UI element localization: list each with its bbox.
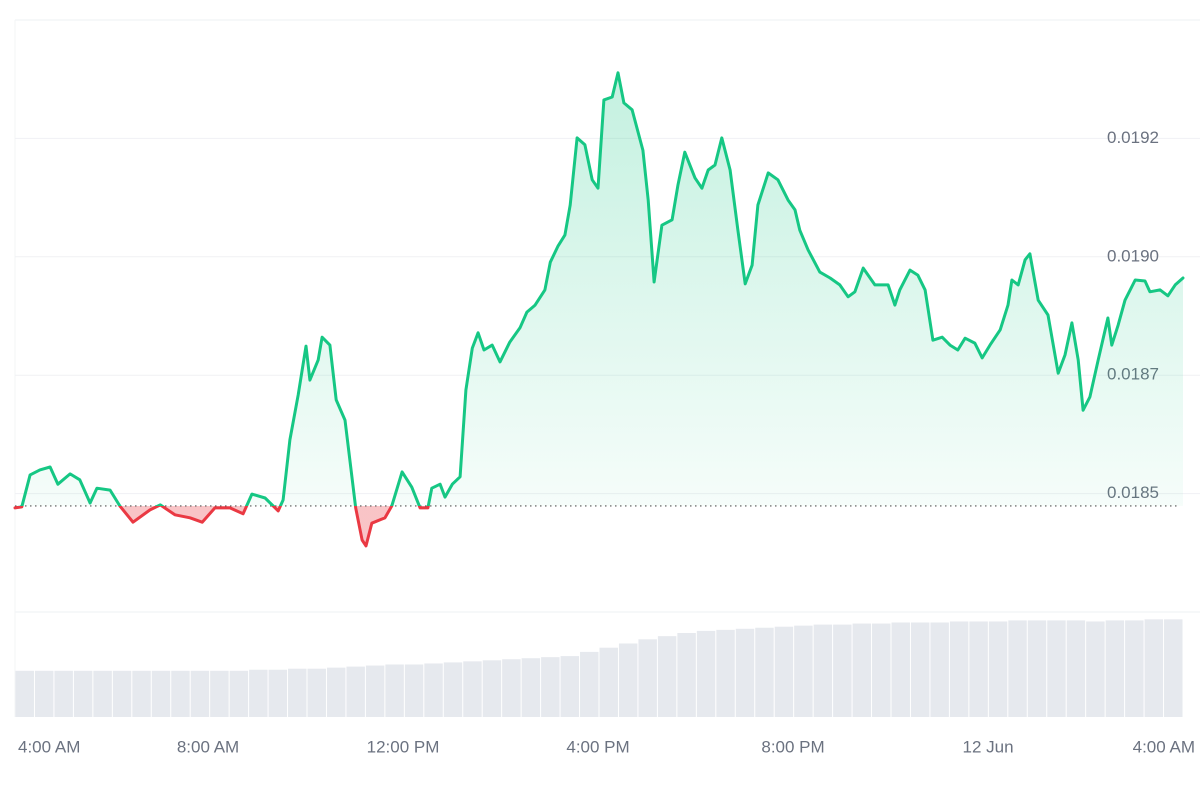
volume-bar: [288, 668, 307, 717]
volume-bar: [930, 622, 949, 717]
volume-bar: [833, 624, 852, 717]
volume-bar: [482, 660, 502, 717]
volume-bar: [404, 664, 424, 717]
volume-bar: [93, 670, 112, 717]
volume-bar: [346, 666, 365, 717]
volume-bar: [774, 626, 794, 717]
volume-bar: [1008, 620, 1027, 717]
volume-bar: [794, 625, 813, 717]
volume-bar: [424, 663, 443, 717]
volume-bar: [1086, 621, 1105, 717]
volume-bar: [735, 628, 755, 717]
volume-bar: [872, 623, 891, 717]
x-tick-label: 4:00 AM: [1133, 737, 1195, 756]
volume-bar: [443, 662, 463, 717]
volume-bar: [54, 670, 73, 717]
volume-bar: [326, 667, 346, 717]
volume-bar: [365, 665, 385, 717]
volume-bar: [463, 661, 482, 717]
volume-bar: [1047, 620, 1066, 717]
volume-bar: [1144, 619, 1164, 717]
volume-bar: [307, 668, 326, 717]
volume-bar: [988, 621, 1008, 717]
volume-bar: [541, 657, 560, 717]
volume-bar: [385, 664, 404, 717]
volume-bar: [677, 633, 696, 717]
volume-bar: [755, 627, 774, 717]
x-tick-label: 12:00 PM: [367, 737, 440, 756]
volume-bar: [599, 647, 618, 717]
volume-bar: [151, 670, 171, 717]
volume-bar: [1164, 619, 1183, 717]
volume-bar: [1066, 620, 1086, 717]
volume-bar: [891, 622, 910, 717]
x-tick-label: 4:00 AM: [18, 737, 80, 756]
volume-bar: [73, 670, 93, 717]
volume-bar: [657, 636, 677, 717]
x-tick-label: 4:00 PM: [566, 737, 629, 756]
volume-bar: [502, 659, 521, 717]
volume-bar: [949, 621, 969, 717]
volume-bar: [1125, 620, 1144, 717]
volume-bar: [112, 670, 132, 717]
volume-bar: [268, 669, 288, 717]
volume-bar: [34, 670, 54, 717]
volume-bar: [618, 643, 638, 717]
volume-bar: [15, 670, 34, 717]
price-area: [15, 72, 1183, 546]
volume-bar: [249, 669, 268, 717]
volume-bar: [580, 651, 599, 717]
volume-bar: [696, 630, 716, 717]
volume-bar: [716, 629, 735, 717]
y-tick-label: 0.0190: [1107, 246, 1159, 265]
x-tick-label: 8:00 AM: [177, 737, 239, 756]
volume-bar: [1105, 620, 1125, 717]
volume-bar: [521, 658, 541, 717]
volume-bar: [190, 670, 210, 717]
volume-bar: [132, 670, 151, 717]
volume-bar: [560, 656, 580, 717]
x-tick-label: 8:00 PM: [761, 737, 824, 756]
volume-bar: [638, 639, 657, 717]
volume-bar: [171, 670, 190, 717]
volume-bar: [210, 670, 229, 717]
volume-bar: [910, 622, 930, 717]
volume-bar: [813, 624, 833, 717]
x-tick-label: 12 Jun: [962, 737, 1013, 756]
volume-bar: [1027, 620, 1047, 717]
price-line: [13, 71, 1185, 548]
volume-bar: [229, 670, 249, 717]
volume-bar: [969, 621, 988, 717]
volume-bar: [852, 623, 872, 717]
y-tick-label: 0.0192: [1107, 128, 1159, 147]
